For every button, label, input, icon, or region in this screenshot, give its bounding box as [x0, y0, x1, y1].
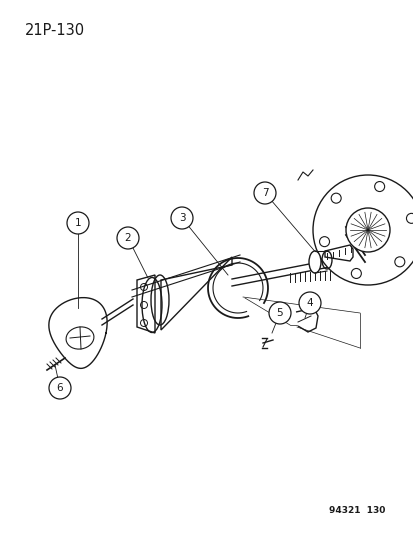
Circle shape [330, 193, 340, 203]
Circle shape [254, 182, 275, 204]
Text: 3: 3 [178, 213, 185, 223]
Ellipse shape [308, 251, 320, 273]
Circle shape [394, 257, 404, 267]
Circle shape [117, 227, 139, 249]
Circle shape [67, 212, 89, 234]
Circle shape [268, 302, 290, 324]
Circle shape [351, 269, 361, 278]
Text: 6: 6 [57, 383, 63, 393]
Circle shape [49, 377, 71, 399]
Circle shape [171, 207, 192, 229]
Circle shape [298, 292, 320, 314]
Circle shape [345, 208, 389, 252]
Text: 4: 4 [306, 298, 313, 308]
Circle shape [312, 175, 413, 285]
Text: 7: 7 [261, 188, 268, 198]
Text: 1: 1 [74, 218, 81, 228]
Text: 94321  130: 94321 130 [328, 506, 384, 515]
Text: 5: 5 [276, 308, 282, 318]
Circle shape [374, 182, 384, 191]
Circle shape [319, 237, 329, 247]
Circle shape [406, 213, 413, 223]
Text: 21P-130: 21P-130 [25, 23, 85, 38]
Text: 2: 2 [124, 233, 131, 243]
